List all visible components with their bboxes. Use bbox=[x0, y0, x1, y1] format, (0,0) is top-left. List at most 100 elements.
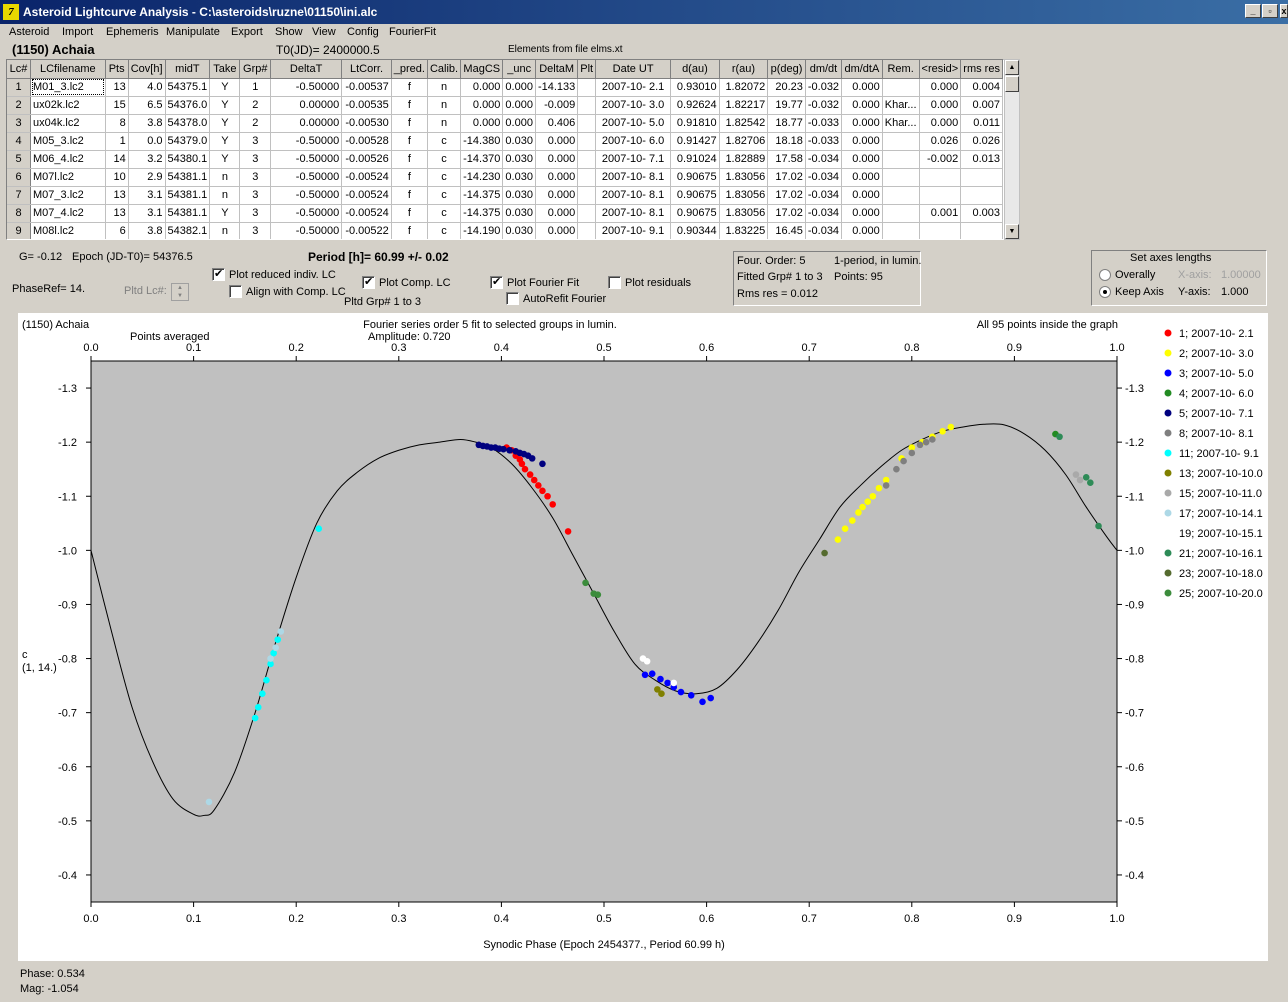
table-cell[interactable]: f bbox=[391, 204, 428, 223]
table-cell[interactable]: 1 bbox=[105, 132, 129, 151]
table-cell[interactable]: 0.030 bbox=[502, 168, 536, 187]
data-point[interactable] bbox=[539, 487, 546, 495]
table-cell[interactable]: 1.83056 bbox=[719, 204, 769, 223]
table-row[interactable]: 3 ux04k.lc2 8 3.8 54378.0 Y 2 0.00000 -0.00530 f n… bbox=[7, 114, 1003, 133]
spin-down-icon[interactable]: ▼ bbox=[177, 293, 183, 299]
table-cell[interactable]: -14.190 bbox=[460, 222, 504, 239]
scroll-thumb[interactable] bbox=[1005, 76, 1019, 92]
data-point[interactable] bbox=[641, 671, 649, 679]
table-cell[interactable]: -14.375 bbox=[460, 204, 504, 223]
data-point[interactable] bbox=[848, 517, 856, 524]
table-cell[interactable]: 4.0 bbox=[128, 78, 166, 97]
table-cell[interactable]: 4 bbox=[7, 132, 31, 151]
table-cell[interactable]: 1.82542 bbox=[719, 114, 769, 133]
data-point[interactable] bbox=[882, 482, 890, 489]
table-cell[interactable]: 0.90344 bbox=[670, 222, 720, 239]
data-point[interactable] bbox=[677, 688, 685, 696]
table-cell[interactable]: 54382.1 bbox=[165, 222, 211, 239]
table-cell[interactable] bbox=[577, 186, 597, 205]
table-cell[interactable]: 14 bbox=[105, 150, 129, 169]
table-cell[interactable]: Khar... bbox=[882, 96, 920, 115]
table-cell[interactable]: 3 bbox=[239, 204, 272, 223]
close-button[interactable]: x bbox=[1280, 4, 1288, 18]
table-cell[interactable]: 0.406 bbox=[535, 114, 579, 133]
table-cell[interactable]: 0.000 bbox=[535, 168, 579, 187]
table-cell[interactable]: 54381.1 bbox=[165, 168, 211, 187]
table-cell[interactable]: n bbox=[209, 168, 241, 187]
data-point[interactable] bbox=[939, 428, 946, 435]
table-cell[interactable] bbox=[577, 114, 597, 133]
plot-fourier-checkbox[interactable]: Plot Fourier Fit bbox=[490, 275, 579, 289]
column-header[interactable]: Take bbox=[209, 60, 241, 79]
data-point[interactable] bbox=[834, 536, 842, 543]
data-point[interactable] bbox=[658, 690, 665, 698]
table-cell[interactable] bbox=[882, 222, 920, 239]
table-cell[interactable]: -0.50000 bbox=[270, 222, 343, 239]
column-header[interactable]: LCfilename bbox=[30, 60, 106, 79]
table-cell[interactable]: 3 bbox=[239, 168, 272, 187]
table-cell[interactable]: 0.007 bbox=[960, 96, 1003, 115]
table-cell[interactable]: Y bbox=[209, 204, 241, 223]
table-cell[interactable]: -0.032 bbox=[805, 78, 843, 97]
table-cell[interactable]: 0.0 bbox=[128, 132, 166, 151]
data-point[interactable] bbox=[869, 492, 877, 500]
table-cell[interactable]: 0.000 bbox=[919, 114, 962, 133]
table-row[interactable]: 6 M07l.lc2 10 2.9 54381.1 n 3 -0.50000 -0.00524 f… bbox=[7, 168, 1003, 187]
table-cell[interactable]: 0.000 bbox=[841, 204, 883, 223]
data-point[interactable] bbox=[859, 503, 866, 511]
table-cell[interactable]: 18.77 bbox=[767, 114, 806, 133]
checkbox-icon[interactable] bbox=[362, 275, 375, 289]
table-cell[interactable]: 3 bbox=[239, 150, 272, 169]
menu-manipulate[interactable]: Manipulate bbox=[166, 26, 220, 38]
table-cell[interactable]: 0.000 bbox=[841, 168, 883, 187]
table-cell[interactable]: 0.026 bbox=[960, 132, 1003, 151]
table-cell[interactable]: 0.000 bbox=[841, 132, 883, 151]
data-point[interactable] bbox=[500, 445, 507, 453]
column-header[interactable]: Plt bbox=[577, 60, 597, 79]
data-point[interactable] bbox=[594, 591, 602, 599]
table-cell[interactable]: 18.18 bbox=[767, 132, 806, 151]
plot-reduced-checkbox[interactable]: Plot reduced indiv. LC bbox=[212, 267, 336, 281]
table-cell[interactable]: 2 bbox=[239, 96, 272, 115]
table-cell[interactable]: 1 bbox=[239, 78, 272, 97]
table-cell[interactable]: 0.000 bbox=[841, 150, 883, 169]
table-cell[interactable]: c bbox=[427, 132, 462, 151]
data-point[interactable] bbox=[518, 460, 526, 468]
pltd-lc-spinner[interactable]: ▲ ▼ bbox=[171, 283, 189, 301]
data-point[interactable] bbox=[263, 676, 270, 684]
table-cell[interactable] bbox=[577, 96, 597, 115]
data-point[interactable] bbox=[539, 460, 546, 468]
table-cell[interactable]: -0.50000 bbox=[270, 132, 343, 151]
table-cell[interactable] bbox=[960, 186, 1003, 205]
data-point[interactable] bbox=[549, 501, 556, 508]
table-cell[interactable]: 2007-10- 8.1 bbox=[595, 204, 672, 223]
plot-svg[interactable]: 0.0 0.0 0.1 0.1 0.2 0.2 0.3 0.3 0.4 0.4 0.5 0.5 0.6 0… bbox=[18, 313, 1268, 961]
data-point[interactable] bbox=[544, 492, 551, 500]
data-point[interactable] bbox=[528, 455, 536, 462]
column-header[interactable]: <resid> bbox=[919, 60, 962, 79]
table-cell[interactable]: f bbox=[391, 114, 428, 133]
table-cell[interactable] bbox=[960, 222, 1003, 239]
data-point[interactable] bbox=[687, 692, 695, 699]
align-comp-checkbox[interactable]: Align with Comp. LC bbox=[229, 285, 346, 298]
table-cell[interactable]: -14.370 bbox=[460, 150, 504, 169]
data-point[interactable] bbox=[841, 525, 849, 533]
table-cell[interactable]: 8 bbox=[7, 204, 31, 223]
table-cell[interactable]: Y bbox=[209, 150, 241, 169]
table-cell[interactable]: 0.000 bbox=[841, 114, 883, 133]
data-point[interactable] bbox=[864, 498, 871, 505]
data-point[interactable] bbox=[526, 471, 534, 478]
data-point[interactable] bbox=[657, 675, 664, 683]
table-cell[interactable]: 54376.0 bbox=[165, 96, 211, 115]
table-cell[interactable]: -14.380 bbox=[460, 132, 504, 151]
table-cell[interactable]: 13 bbox=[105, 186, 129, 205]
table-cell[interactable]: M07_4.lc2 bbox=[30, 204, 106, 223]
table-cell[interactable]: 13 bbox=[105, 78, 129, 97]
table-cell[interactable]: 1.83056 bbox=[719, 168, 769, 187]
column-header[interactable]: LtCorr. bbox=[341, 60, 392, 79]
data-point[interactable] bbox=[707, 694, 715, 702]
table-cell[interactable] bbox=[919, 186, 962, 205]
table-cell[interactable]: 1.82072 bbox=[719, 78, 769, 97]
table-cell[interactable]: n bbox=[427, 78, 462, 97]
table-cell[interactable] bbox=[882, 186, 920, 205]
